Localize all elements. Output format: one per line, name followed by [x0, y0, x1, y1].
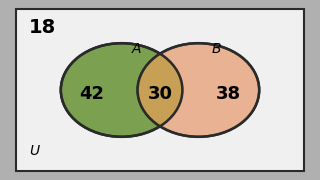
Text: 18: 18: [29, 18, 56, 37]
Text: A: A: [131, 42, 141, 56]
FancyBboxPatch shape: [16, 9, 304, 171]
Text: B: B: [211, 42, 221, 56]
Ellipse shape: [61, 43, 182, 137]
Text: U: U: [29, 144, 39, 158]
Text: 38: 38: [216, 85, 241, 103]
Text: 30: 30: [148, 85, 172, 103]
Ellipse shape: [61, 43, 182, 137]
Text: 42: 42: [79, 85, 104, 103]
Ellipse shape: [138, 43, 259, 137]
